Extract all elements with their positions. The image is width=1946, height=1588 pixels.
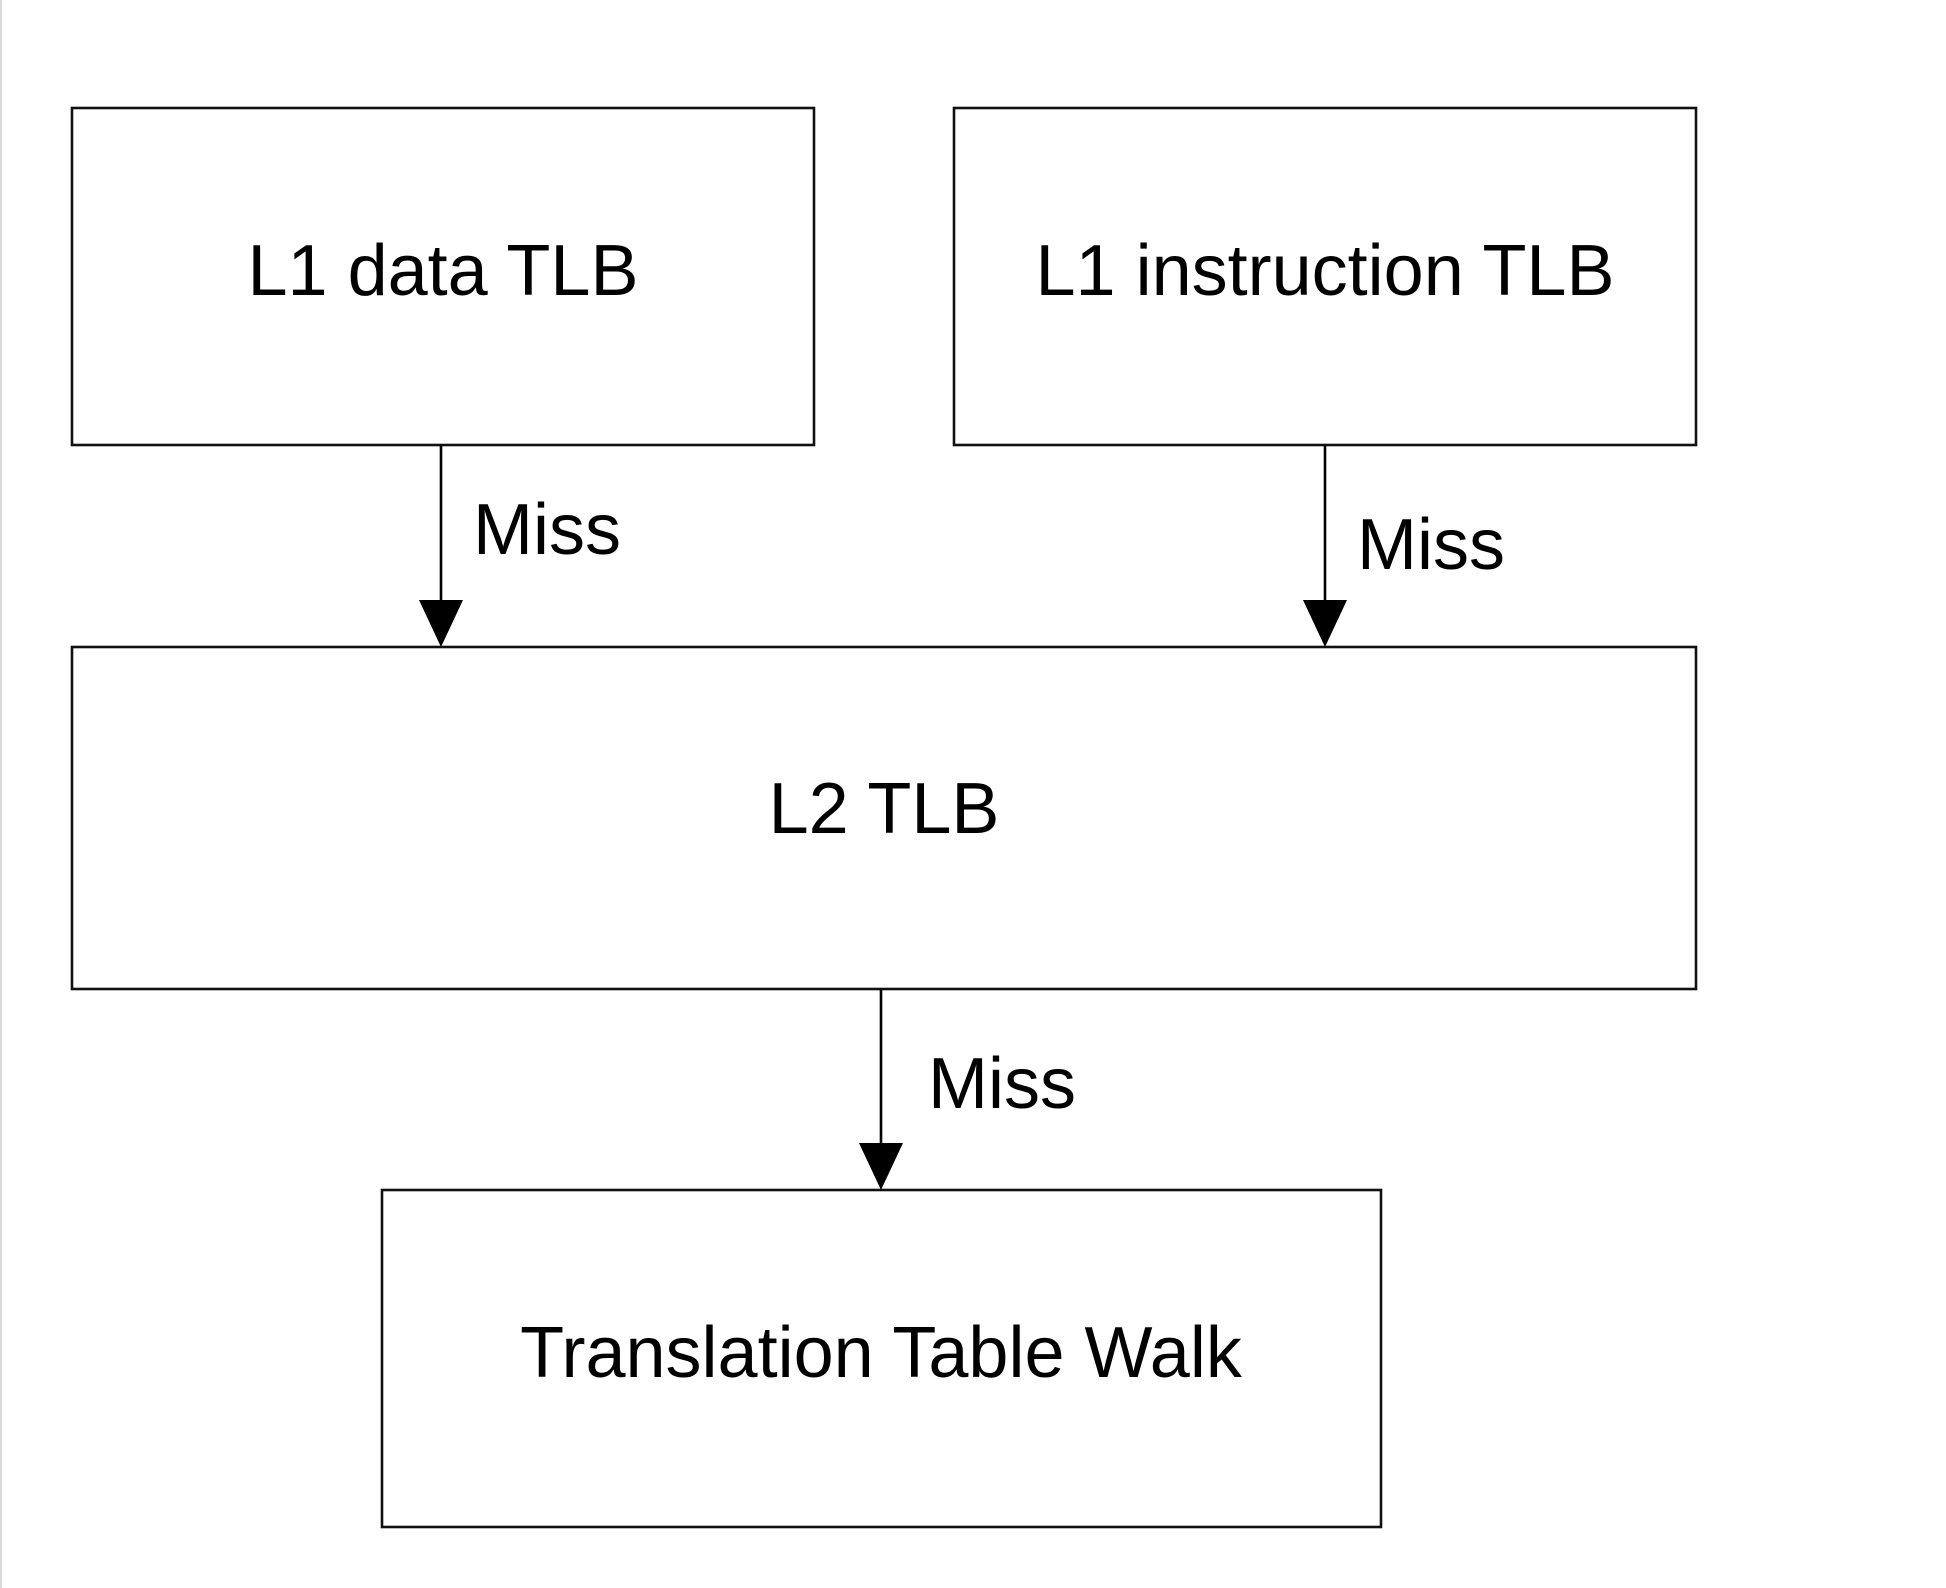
node-l1-instruction-tlb-label: L1 instruction TLB — [1036, 231, 1615, 311]
node-l1-instruction-tlb-box — [952, 106, 1698, 447]
edge-l2-to-table-walk-arrowhead — [859, 1143, 903, 1190]
node-l1-data-tlb-label: L1 data TLB — [248, 231, 639, 311]
node-translation-table-walk-box — [380, 1188, 1383, 1529]
node-translation-table-walk-label: Translation Table Walk — [520, 1313, 1243, 1393]
edge-l2-to-table-walk: Miss — [859, 989, 1076, 1190]
node-l2-tlb-label: L2 TLB — [769, 769, 1000, 849]
edge-l1-instruction-to-l2-label: Miss — [1357, 505, 1505, 585]
node-l1-data-tlb-box — [70, 106, 816, 447]
node-l2-tlb: L2 TLB — [70, 645, 1698, 991]
edge-l2-to-table-walk-label: Miss — [928, 1044, 1076, 1124]
edge-l1-data-to-l2-arrowhead — [419, 600, 463, 647]
node-l2-tlb-box — [70, 645, 1698, 991]
node-l1-instruction-tlb: L1 instruction TLB — [952, 106, 1698, 447]
page-left-border — [0, 0, 2, 1588]
edge-l1-data-to-l2: Miss — [419, 445, 621, 647]
node-l1-data-tlb: L1 data TLB — [70, 106, 816, 447]
edge-l1-instruction-to-l2: Miss — [1303, 445, 1505, 647]
edge-l1-instruction-to-l2-arrowhead — [1303, 600, 1347, 647]
node-translation-table-walk: Translation Table Walk — [380, 1188, 1383, 1529]
edge-l1-data-to-l2-label: Miss — [473, 490, 621, 570]
